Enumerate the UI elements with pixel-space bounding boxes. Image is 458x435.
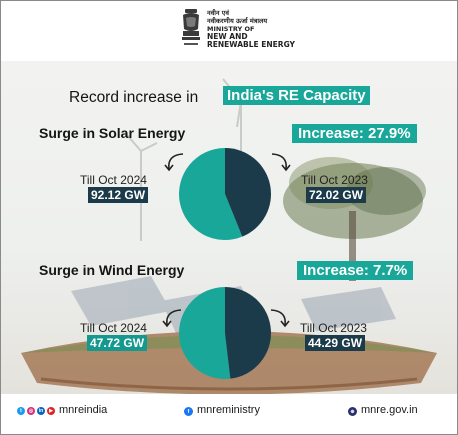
wind-pie-chart [178,287,271,379]
youtube-icon[interactable]: ▶ [47,407,55,415]
solar-pie-chart [179,148,272,240]
solar-left-arrow-icon [164,153,184,172]
instagram-icon[interactable]: ◎ [27,407,35,415]
ministry-name: नवीन एवं नवीकरणीय ऊर्जा मंत्रालय MINISTR… [207,9,295,49]
solar-pie-slice-2023 [225,148,272,237]
wind-2023-value: 44.29 GW [305,335,366,351]
header: नवीन एवं नवीकरणीय ऊर्जा मंत्रालय MINISTR… [1,1,457,61]
solar-2023-label: Till Oct 2023 [301,173,368,187]
wind-2024-value: 47.72 GW [87,335,148,351]
wind-right-arrow-icon [270,309,290,328]
ministry-hindi-line1: नवीन एवं [207,9,229,17]
footer-website[interactable]: mnre.gov.in [361,404,418,416]
title-highlight: India's RE Capacity [223,86,370,105]
wind-increase-badge: Increase: 7.7% [297,261,414,280]
footer-handle-mnreministry[interactable]: mnreministry [197,404,260,416]
wind-pie-slice-2023 [225,287,271,379]
wind-left-arrow-icon [162,309,182,328]
solar-2023-value: 72.02 GW [306,187,367,203]
footer-handle-mnreindia[interactable]: mnreindia [59,404,108,416]
linkedin-icon[interactable]: in [37,407,45,415]
globe-icon[interactable]: ⊕ [348,407,357,416]
wind-section-title: Surge in Wind Energy [39,262,185,278]
solar-2024-value: 92.12 GW [88,187,149,203]
footer: t ◎ in ▶ mnreindia f mnreministry ⊕ mnre… [1,394,457,434]
solar-section-title: Surge in Solar Energy [39,125,186,141]
solar-right-arrow-icon [271,153,291,172]
solar-pie-slice-2024 [179,148,243,240]
wind-pie-slice-2024 [178,287,231,379]
facebook-icon[interactable]: f [184,407,193,416]
ministry-of-label: MINISTRY OF [207,25,255,33]
ministry-new-and: NEW AND [207,32,248,41]
solar-increase-badge: Increase: 27.9% [292,124,417,143]
title-prefix: Record increase in [69,89,199,106]
solar-2024-label: Till Oct 2024 [80,173,147,187]
ministry-renewable-energy: RENEWABLE ENERGY [207,40,295,49]
ministry-hindi-line2: नवीकरणीय ऊर्जा मंत्रालय [207,17,268,25]
wind-2023-label: Till Oct 2023 [300,321,367,335]
twitter-icon[interactable]: t [17,407,25,415]
wind-2024-label: Till Oct 2024 [80,321,147,335]
chart-title: Record increase in [69,89,198,107]
national-emblem-icon [182,9,200,45]
